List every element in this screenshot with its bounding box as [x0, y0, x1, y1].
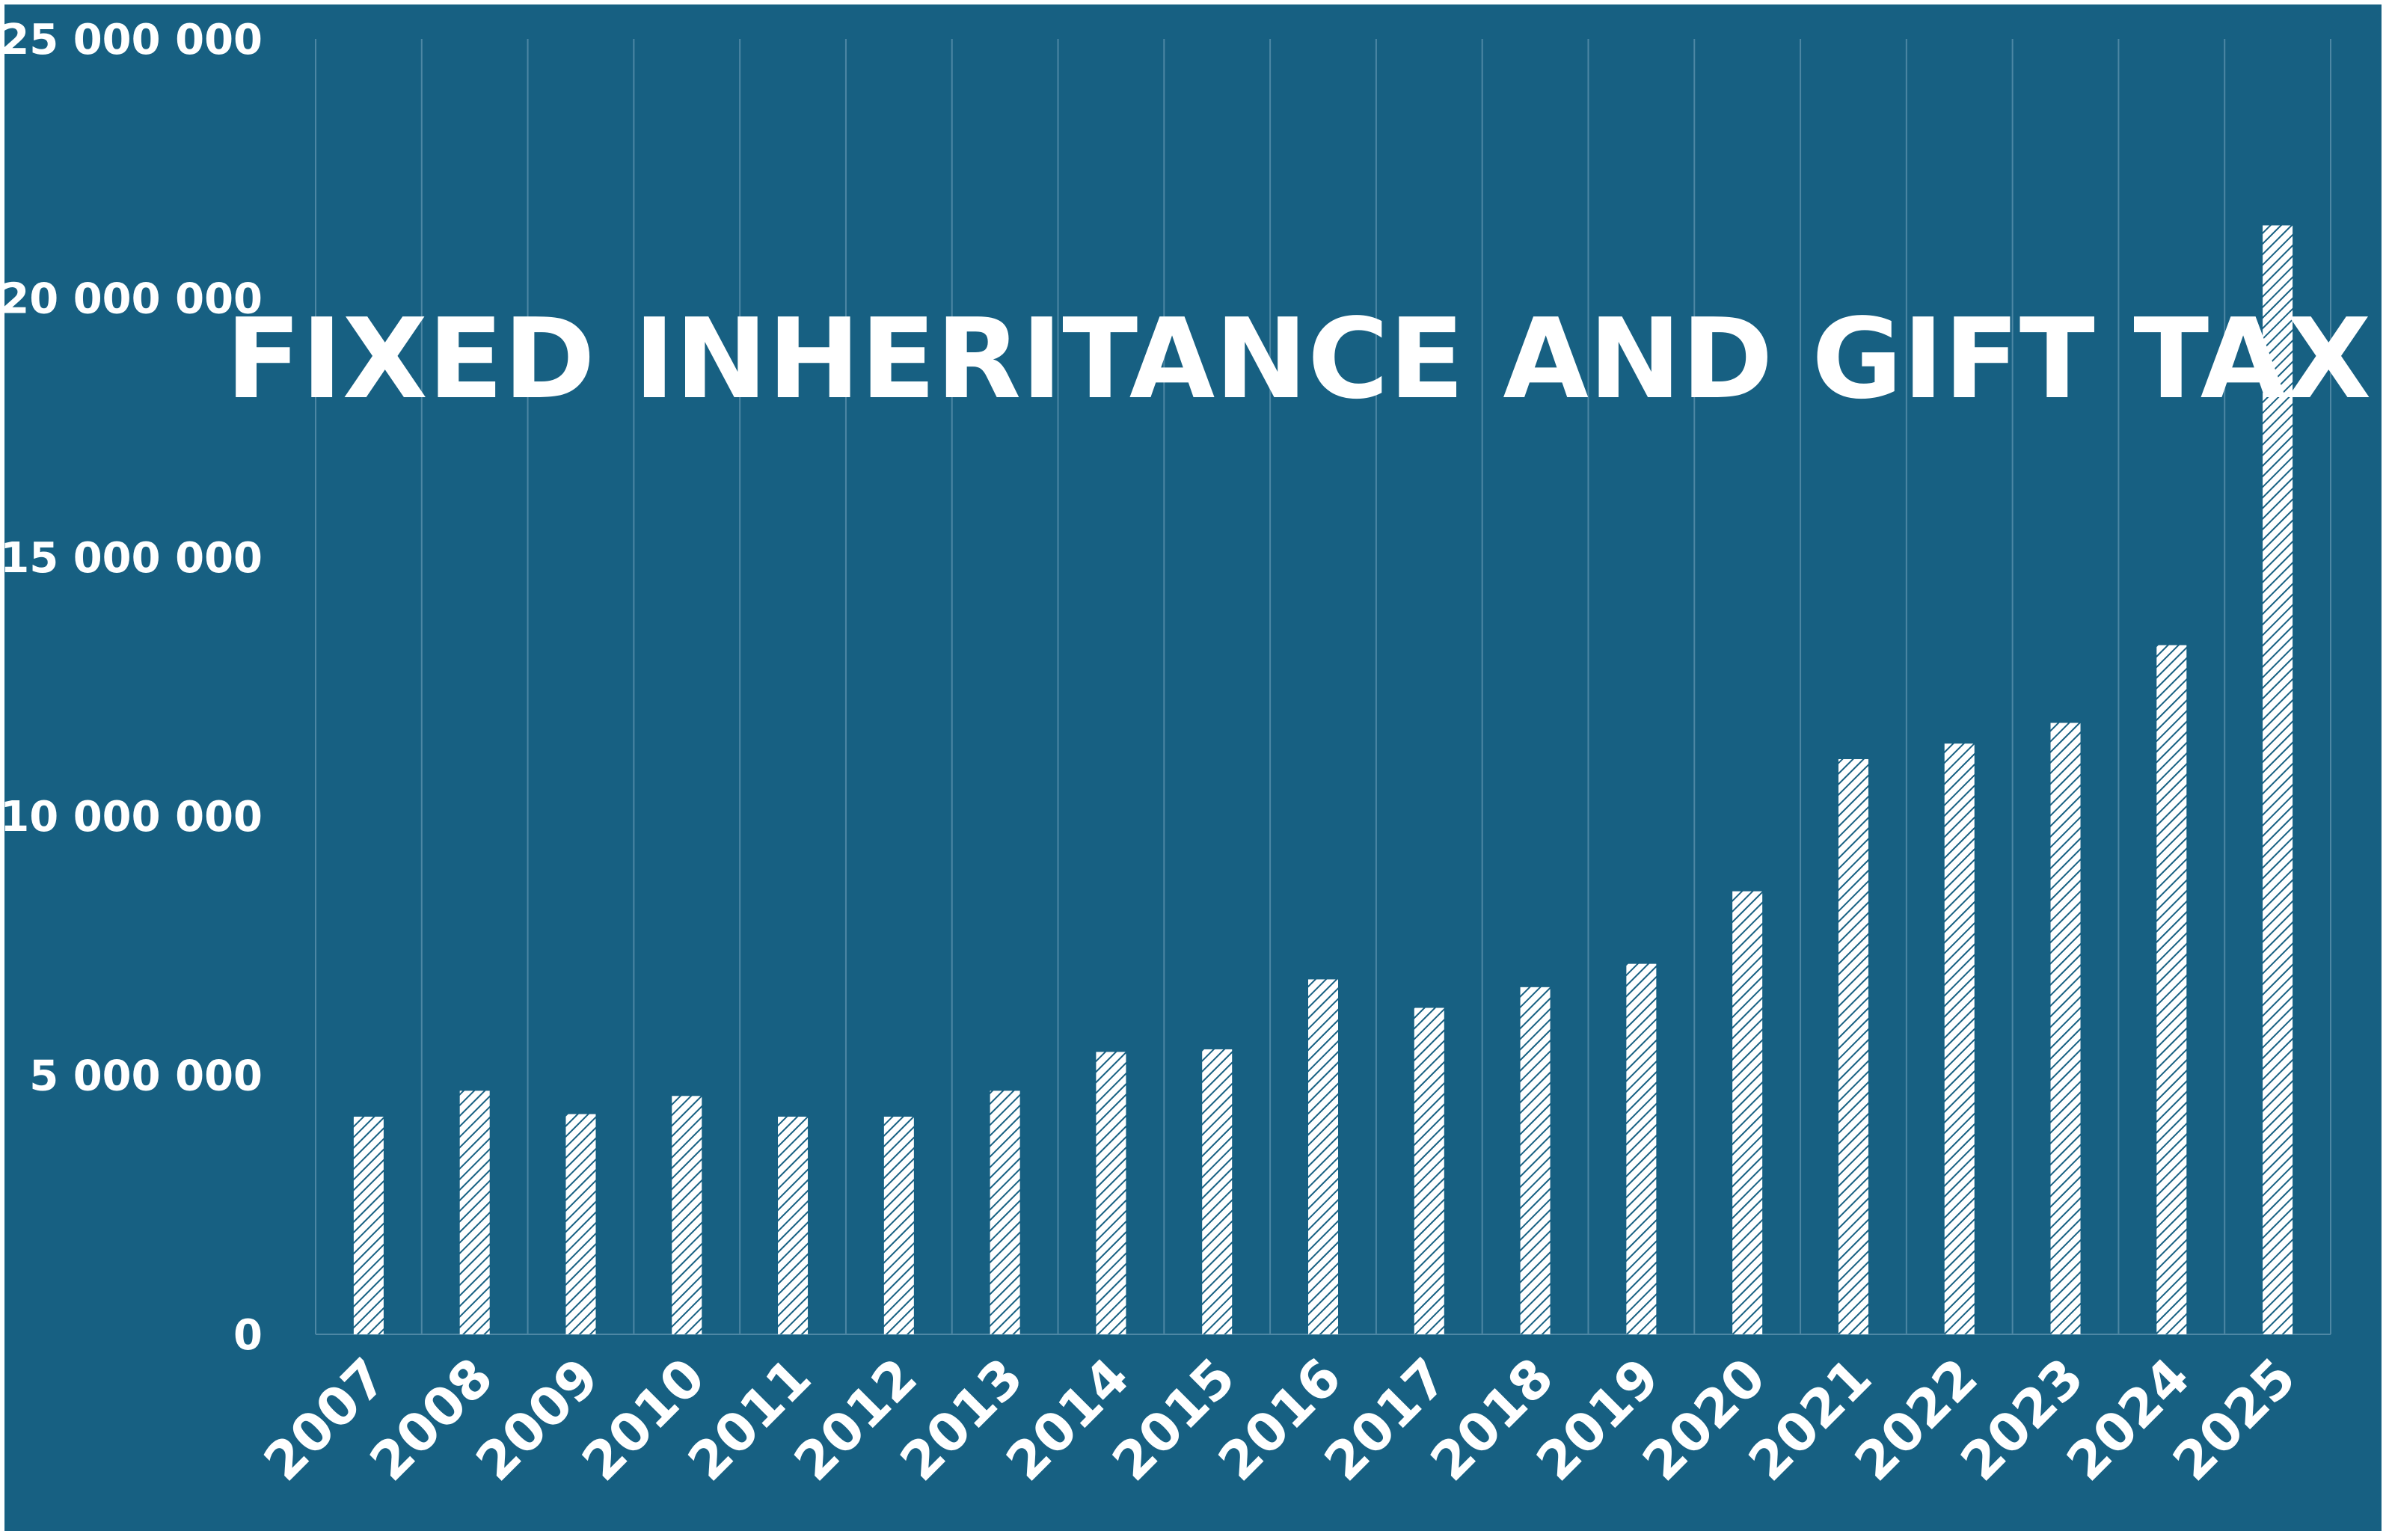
- bar-2010: [672, 1096, 702, 1334]
- x-tick-label: 2013: [889, 1346, 1035, 1493]
- y-tick-label: 20 000 000: [4, 274, 263, 323]
- y-tick-label: 10 000 000: [4, 793, 263, 841]
- x-tick-label: 2015: [1100, 1346, 1247, 1493]
- bar-2023: [2050, 723, 2081, 1334]
- bar-2012: [883, 1117, 914, 1334]
- bar-2020: [1732, 891, 1763, 1334]
- bar-2022: [1944, 743, 1975, 1334]
- x-tick-label: 2016: [1206, 1346, 1353, 1493]
- x-tick-label: 2024: [2055, 1346, 2202, 1493]
- bar-2014: [1096, 1052, 1126, 1334]
- x-tick-label: 2023: [1949, 1346, 2096, 1493]
- x-tick-label: 2007: [252, 1346, 399, 1493]
- x-tick-label: 2025: [2161, 1346, 2307, 1493]
- bars: [353, 225, 2293, 1335]
- bar-2016: [1308, 979, 1338, 1334]
- bar-2017: [1414, 1007, 1444, 1334]
- x-axis-tick-labels: 2007200820092010201120122013201420152016…: [252, 1346, 2307, 1493]
- y-axis-tick-labels: 0 5 000 000 10 000 000 15 000 000 20 000 000…: [4, 16, 263, 1360]
- x-tick-label: 2020: [1631, 1346, 1777, 1493]
- x-tick-label: 2022: [1843, 1346, 1990, 1493]
- bar-chart: 0 5 000 000 10 000 000 15 000 000 20 000 000…: [4, 16, 2372, 1493]
- x-tick-label: 2008: [358, 1346, 505, 1493]
- bar-2024: [2156, 645, 2187, 1334]
- bar-2008: [459, 1090, 490, 1334]
- x-tick-label: 2017: [1313, 1346, 1459, 1493]
- bar-2011: [778, 1117, 809, 1334]
- y-tick-label: 0: [233, 1311, 263, 1360]
- x-tick-label: 2009: [464, 1346, 611, 1493]
- gridlines: [315, 39, 2331, 1335]
- x-tick-label: 2011: [676, 1346, 823, 1493]
- x-tick-label: 2014: [995, 1346, 1141, 1493]
- bar-2019: [1626, 963, 1657, 1334]
- bar-2009: [565, 1114, 596, 1334]
- x-tick-label: 2018: [1419, 1346, 1565, 1493]
- y-tick-label: 25 000 000: [4, 16, 263, 64]
- y-tick-label: 15 000 000: [4, 534, 263, 583]
- bar-2021: [1838, 758, 1868, 1334]
- x-tick-label: 2012: [782, 1346, 929, 1493]
- bar-2018: [1520, 987, 1551, 1334]
- bar-2013: [990, 1090, 1020, 1334]
- y-tick-label: 5 000 000: [29, 1052, 263, 1101]
- x-tick-label: 2021: [1737, 1346, 1883, 1493]
- bar-2015: [1202, 1049, 1233, 1334]
- bar-2007: [353, 1117, 384, 1334]
- x-tick-label: 2019: [1525, 1346, 1672, 1493]
- x-tick-label: 2010: [571, 1346, 717, 1493]
- chart-title: FIXED INHERITANCE AND GIFT TAX: [226, 295, 2372, 423]
- bar-2025: [2263, 225, 2293, 1335]
